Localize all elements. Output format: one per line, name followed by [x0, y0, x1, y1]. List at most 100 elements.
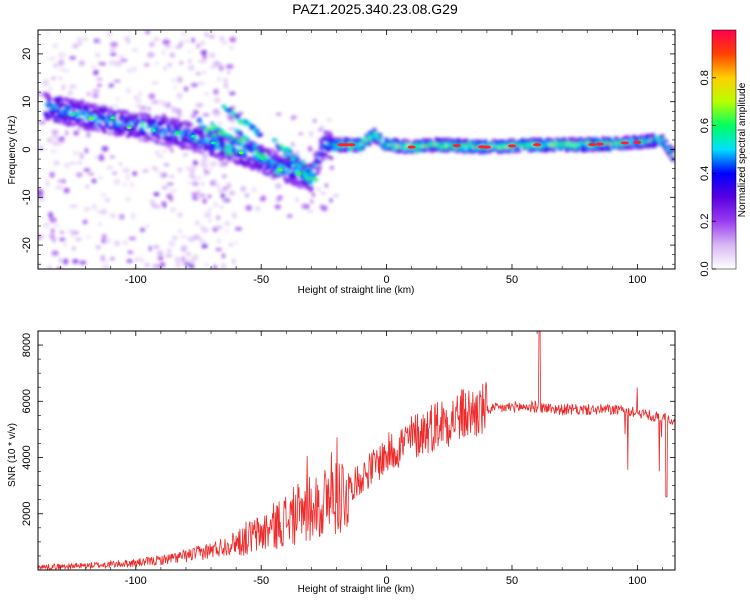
heatmap-cell [88, 172, 94, 176]
heatmap-cell [177, 228, 183, 234]
heatmap-cell [282, 161, 287, 165]
heatmap-cell [310, 199, 314, 204]
heatmap-cell [192, 160, 199, 166]
heatmap-cell [195, 220, 200, 226]
heatmap-cell [120, 58, 128, 62]
heatmap-peak [126, 126, 132, 130]
heatmap-cell [46, 57, 53, 61]
heatmap-cell [278, 170, 283, 175]
heatmap-cell [77, 117, 82, 121]
heatmap-cell [189, 122, 194, 127]
heatmap-cell [262, 153, 267, 158]
heatmap-cell [182, 245, 188, 251]
heatmap-peak [259, 156, 265, 160]
heatmap-cell [288, 160, 293, 164]
heatmap-cell [113, 178, 121, 185]
heatmap-cell [136, 103, 141, 109]
heatmap-cell [615, 137, 620, 141]
heatmap-cell [179, 61, 184, 65]
heatmap-peak [88, 117, 94, 121]
heatmap-cell [228, 91, 236, 96]
heatmap-cell [260, 145, 265, 149]
heatmap-cell [279, 144, 284, 148]
heatmap-cell [367, 143, 372, 147]
heatmap-cell [79, 152, 84, 156]
heatmap-cell [38, 91, 42, 97]
heatmap-cell [378, 133, 383, 137]
heatmap-cell [234, 241, 238, 245]
heatmap-cell [165, 254, 173, 258]
heatmap-cell [259, 165, 263, 170]
heatmap-cell [213, 97, 221, 104]
heatmap-cell [200, 129, 205, 134]
heatmap-cell [98, 155, 105, 161]
heatmap-cell [291, 182, 296, 186]
heatmap-cell [255, 128, 260, 133]
heatmap-cell [182, 152, 189, 157]
heatmap-cell [213, 108, 220, 114]
heatmap-cell [177, 42, 184, 47]
heatmap-cell [312, 165, 317, 170]
heatmap-cell [95, 210, 104, 214]
heatmap-cell [113, 240, 121, 247]
heatmap-cell [220, 128, 225, 133]
heatmap-cell [96, 77, 103, 81]
heatmap-cell [119, 162, 123, 166]
y-tick-label: 0 [21, 146, 33, 152]
heatmap-cell [204, 31, 209, 38]
heatmap-cell [309, 186, 314, 190]
heatmap-cell [217, 146, 222, 151]
heatmap-cell [276, 112, 282, 116]
heatmap-cell [67, 106, 72, 111]
heatmap-cell [176, 92, 184, 99]
heatmap-cell [164, 44, 172, 49]
heatmap-cell [651, 133, 656, 137]
heatmap-cell [223, 196, 228, 203]
heatmap-cell [227, 114, 235, 121]
heatmap-cell [155, 126, 160, 131]
heatmap-cell [240, 186, 247, 192]
heatmap-cell [67, 90, 73, 96]
heatmap-cell [625, 135, 630, 139]
heatmap-cell [290, 171, 295, 175]
heatmap-cell [151, 81, 159, 85]
heatmap-cell [187, 49, 192, 54]
heatmap-cell [204, 211, 212, 218]
heatmap-cell [210, 161, 217, 166]
heatmap-cell [216, 126, 221, 131]
heatmap-cell [190, 115, 196, 118]
heatmap-peak [210, 141, 216, 145]
heatmap-cell [101, 145, 109, 152]
heatmap-cell [127, 250, 134, 255]
heatmap-peak [277, 168, 283, 172]
heatmap-cell [200, 150, 205, 155]
heatmap-cell [425, 138, 429, 142]
heatmap-cell [203, 168, 207, 172]
heatmap-cell [220, 192, 226, 199]
heatmap-cell [112, 172, 118, 175]
heatmap-cell [108, 60, 116, 66]
heatmap-cell [115, 96, 121, 101]
heatmap-cell [91, 127, 95, 132]
heatmap-cell [299, 175, 304, 180]
heatmap-cell [125, 87, 132, 94]
heatmap-cell [171, 78, 176, 83]
heatmap-cell [156, 154, 165, 159]
heatmap-cell [209, 180, 216, 186]
heatmap-cell [153, 37, 160, 41]
heatmap-cell [117, 54, 125, 58]
heatmap-cell [63, 117, 68, 122]
heatmap-cell [122, 167, 130, 174]
heatmap-cell [286, 214, 293, 218]
heatmap-cell [226, 89, 231, 92]
heatmap-cell [204, 92, 210, 96]
heatmap-cell [296, 164, 301, 169]
heatmap-cell [241, 159, 245, 164]
heatmap-cell [215, 184, 220, 188]
heatmap-cell [58, 257, 63, 263]
heatmap-cell [421, 138, 426, 142]
heatmap-cell [243, 135, 248, 140]
heatmap-cell [203, 173, 207, 177]
heatmap-cell [51, 57, 55, 60]
